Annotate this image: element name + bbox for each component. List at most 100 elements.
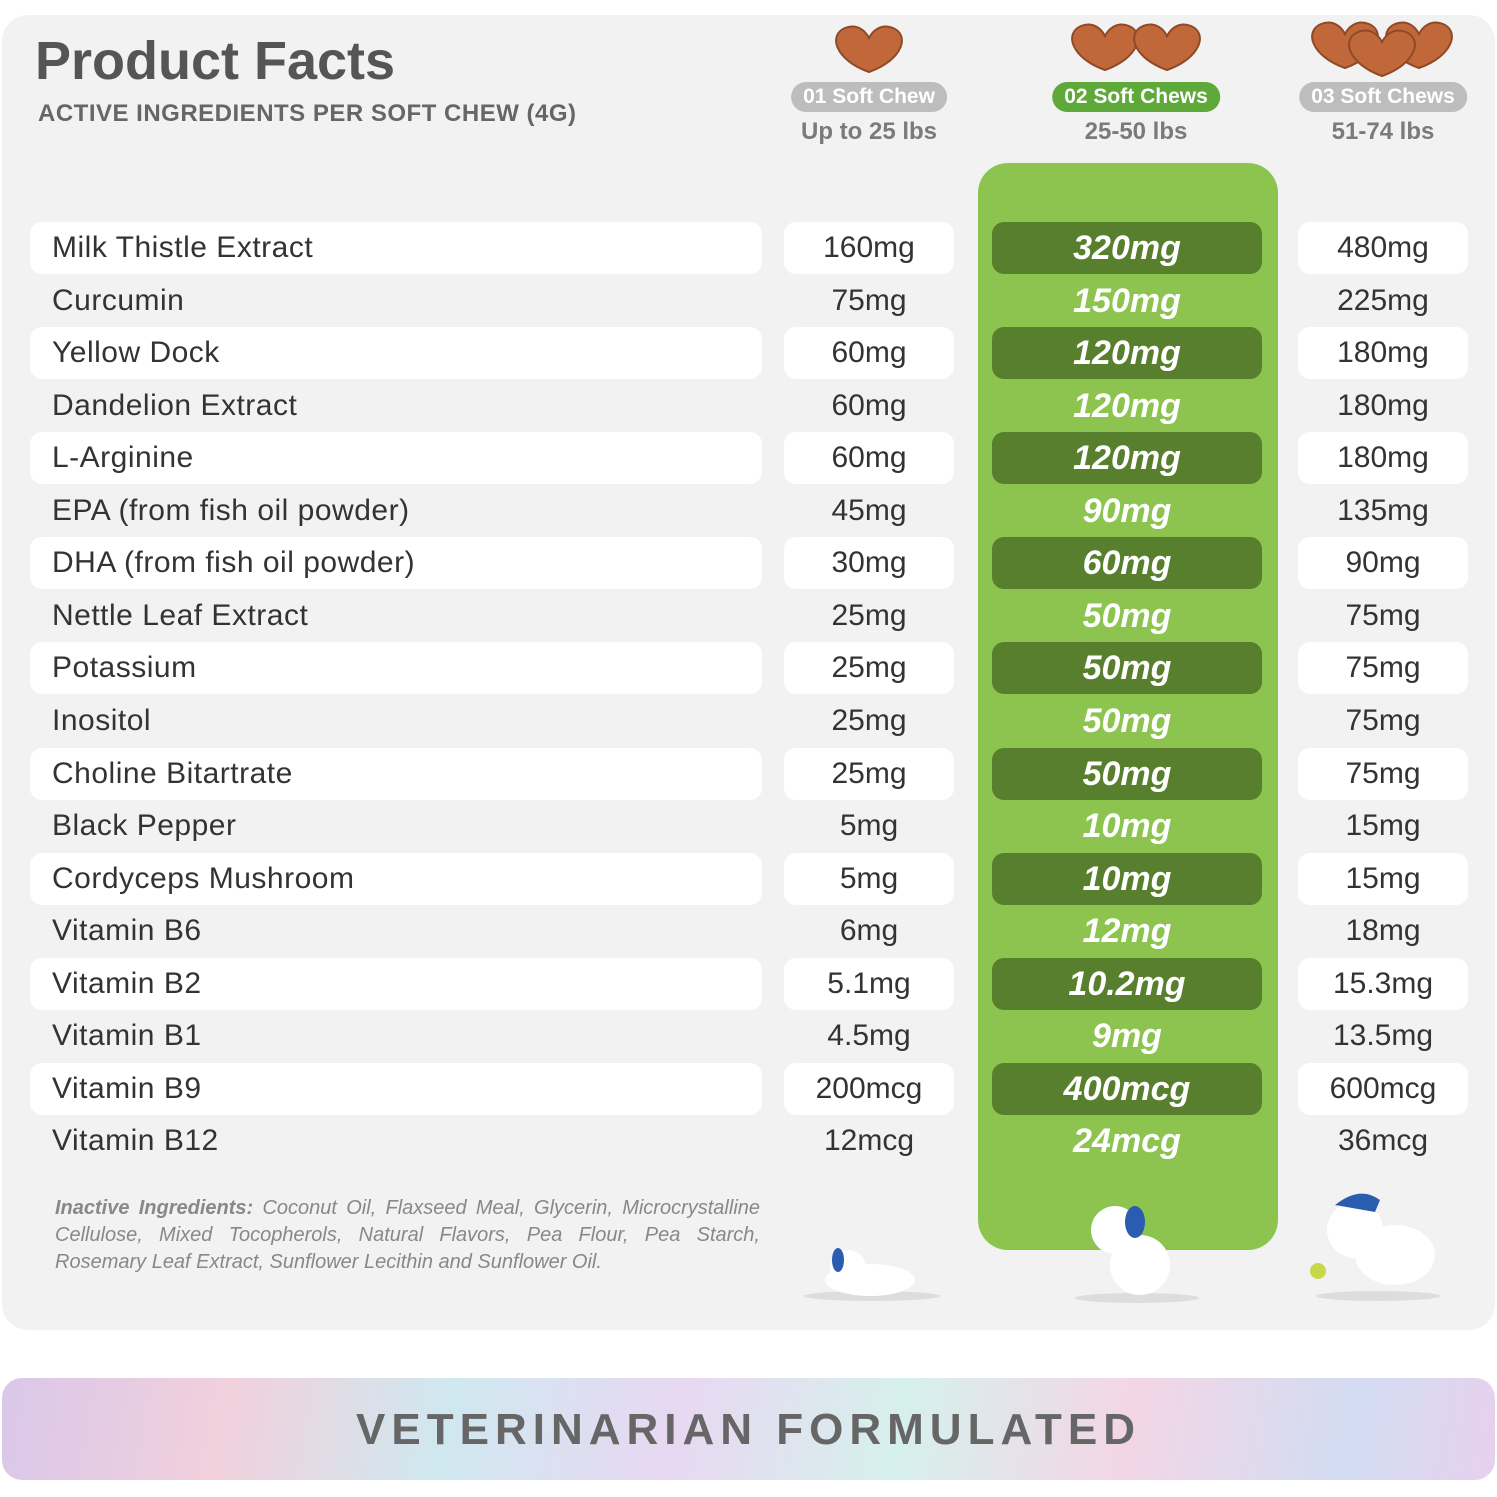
cell-bg — [1298, 327, 1468, 380]
ingredient-name: Vitamin B12 — [52, 1124, 219, 1158]
subtitle: ACTIVE INGREDIENTS PER SOFT CHEW (4G) — [38, 100, 577, 127]
amount: 120mg — [1073, 334, 1181, 373]
amount: 10mg — [1082, 807, 1172, 846]
cell-bg — [784, 957, 954, 1010]
amount: 75mg — [1345, 756, 1421, 790]
amount: 160mg — [823, 231, 915, 264]
ingredient-name: Vitamin B9 — [52, 1071, 202, 1105]
ingredient-name: Vitamin B2 — [52, 966, 202, 1000]
amount: 75mg — [1345, 651, 1421, 685]
row-bg — [30, 1062, 762, 1115]
cell-bg — [784, 642, 954, 695]
dogs — [804, 1193, 1440, 1303]
amount: 75mg — [1345, 598, 1421, 632]
row-bg — [30, 537, 762, 590]
column-badge: 03 Soft Chews — [1299, 82, 1467, 112]
cell-bg — [1298, 747, 1468, 800]
amount: 180mg — [1337, 336, 1429, 370]
cell-bg — [1298, 222, 1468, 274]
ingredient-name: Vitamin B6 — [52, 914, 202, 948]
amount: 320mg — [1073, 229, 1181, 267]
amount: 60mg — [831, 336, 907, 370]
amount: 9mg — [1092, 1017, 1162, 1056]
cell-bg — [784, 222, 954, 274]
ingredient-name: Inositol — [52, 703, 152, 737]
row-bg — [30, 957, 762, 1010]
ingredient-name: Dandelion Extract — [52, 388, 298, 422]
amount: 5mg — [839, 809, 899, 843]
cell-bg — [992, 957, 1262, 1010]
amount: 60mg — [1082, 544, 1172, 583]
ingredient-name: Milk Thistle Extract — [52, 231, 314, 264]
amount: 25mg — [831, 703, 907, 737]
amount: 135mg — [1337, 493, 1429, 527]
cell-bg — [992, 432, 1262, 485]
amount: 90mg — [1345, 546, 1421, 580]
amount: 25mg — [831, 598, 907, 632]
amount: 5.1mg — [827, 966, 911, 1000]
amount: 50mg — [1082, 754, 1172, 793]
amount: 10.2mg — [1068, 964, 1186, 1003]
amount: 15mg — [1345, 809, 1421, 843]
amount: 400mcg — [1063, 1069, 1191, 1108]
amount: 45mg — [831, 493, 907, 527]
ingredient-name: DHA (from fish oil powder) — [52, 546, 416, 580]
amount: 200mcg — [815, 1071, 923, 1105]
amount: 90mg — [1082, 491, 1172, 530]
ingredient-name: Vitamin B1 — [52, 1019, 202, 1053]
column-badge: 01 Soft Chew — [791, 82, 947, 112]
amount: 6mg — [839, 914, 899, 948]
amount: 15.3mg — [1332, 966, 1434, 1000]
amount: 60mg — [831, 388, 907, 422]
cell-bg — [1298, 1062, 1468, 1115]
cell-bg — [1298, 537, 1468, 590]
amount: 12mg — [1082, 912, 1172, 951]
amount: 75mg — [831, 283, 907, 317]
cell-bg — [1298, 642, 1468, 695]
cell-bg — [992, 642, 1262, 695]
cell-bg — [1298, 852, 1468, 905]
amount: 50mg — [1082, 649, 1172, 688]
amount: 120mg — [1073, 386, 1181, 425]
cell-bg — [784, 327, 954, 380]
title: Product Facts — [35, 31, 396, 91]
cell-bg — [992, 852, 1262, 905]
ingredient-name: EPA (from fish oil powder) — [52, 493, 410, 527]
ingredient-name: Black Pepper — [52, 809, 237, 843]
amount: 18mg — [1345, 914, 1421, 948]
cell-bg — [784, 432, 954, 485]
cell-bg — [992, 327, 1262, 380]
amount: 36mcg — [1337, 1124, 1429, 1158]
cell-bg — [992, 747, 1262, 800]
amount: 24mcg — [1073, 1122, 1181, 1161]
amount: 75mg — [1345, 703, 1421, 737]
ingredient-name: Cordyceps Mushroom — [52, 861, 355, 895]
amount: 30mg — [831, 546, 907, 580]
ingredient-name: Curcumin — [52, 283, 185, 317]
column-weight: 51-74 lbs — [1331, 118, 1435, 145]
ingredient-name: Yellow Dock — [52, 336, 220, 370]
ingredient-name: Potassium — [52, 651, 197, 685]
row-bg — [30, 642, 762, 695]
column-badge: 02 Soft Chews — [1052, 82, 1220, 112]
cell-bg — [1298, 432, 1468, 485]
cell-bg — [784, 537, 954, 590]
amount: 600mcg — [1329, 1071, 1437, 1105]
amount: 12mcg — [823, 1124, 915, 1158]
amount: 180mg — [1337, 441, 1429, 475]
cell-bg — [992, 537, 1262, 590]
amount: 50mg — [1082, 596, 1172, 635]
row-bg — [30, 747, 762, 800]
amount: 25mg — [831, 756, 907, 790]
cell-bg — [784, 747, 954, 800]
amount: 225mg — [1337, 283, 1429, 317]
amount: 120mg — [1073, 439, 1181, 478]
amount: 13.5mg — [1332, 1019, 1434, 1053]
inactive-text: Coconut Oil, Flaxseed Meal, Glycerin, Mi… — [55, 1197, 761, 1273]
amount: 150mg — [1073, 281, 1181, 320]
row-bg — [30, 222, 762, 274]
ingredient-name: Choline Bitartrate — [52, 756, 293, 790]
row-bg — [30, 432, 762, 485]
